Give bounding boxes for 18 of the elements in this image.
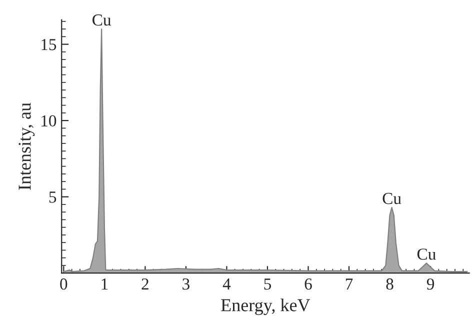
x-tick-label: 3: [182, 278, 190, 290]
annotation: Cu: [417, 248, 436, 260]
x-tick-label: 5: [264, 278, 271, 290]
x-tick-label: 2: [142, 278, 148, 290]
x-tick-label: 0: [60, 278, 68, 290]
x-axis-title: Energy, keV: [221, 298, 310, 316]
annotation: Cu: [92, 14, 112, 26]
y-tick-label: 15: [42, 39, 56, 50]
x-tick-label: 4: [222, 278, 231, 290]
y-tick-label: 5: [49, 192, 56, 203]
y-tick-label: 10: [42, 115, 56, 126]
annotation: Cu: [382, 192, 402, 204]
x-tick-label: 8: [386, 278, 394, 290]
x-tick-label: 7: [346, 278, 353, 290]
y-axis-title: Intensity, au: [18, 102, 35, 190]
x-tick-label: 9: [426, 278, 434, 290]
x-tick-label: 6: [304, 278, 312, 290]
x-tick-label: 1: [102, 278, 108, 290]
